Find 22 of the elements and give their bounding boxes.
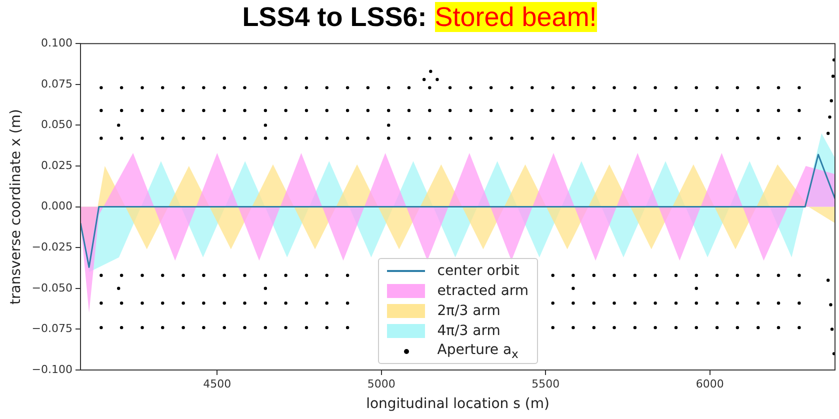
y-tick-label: 0.050 <box>41 118 73 132</box>
y-tick-label: 0.000 <box>41 200 73 213</box>
y-tick-label: 0.025 <box>41 158 73 172</box>
y-tick-label: 0.100 <box>41 36 73 50</box>
chart-title: LSS4 to LSS6: <box>242 2 427 32</box>
legend-label: 4π/3 arm <box>437 323 500 339</box>
y-tick-label: −0.050 <box>32 281 73 294</box>
y-axis-title: transverse coordinate x (m) <box>8 109 24 305</box>
chart-subtitle: Stored beam! <box>434 2 597 32</box>
x-tick-label: 5500 <box>532 377 560 390</box>
x-tick-label: 5000 <box>367 377 396 390</box>
x-tick-label: 6000 <box>696 377 724 390</box>
y-tick-label: −0.100 <box>32 362 73 376</box>
x-axis-title: longitudinal location s (m) <box>366 396 550 412</box>
legend-label: Aperture a$_{x}$ <box>437 342 518 360</box>
y-tick-label: −0.075 <box>32 322 73 336</box>
x-tick-label: 4500 <box>203 377 232 390</box>
legend-label: 2π/3 arm <box>437 303 500 319</box>
y-tick-label: −0.025 <box>32 240 73 254</box>
y-tick-label: 0.075 <box>41 77 73 90</box>
legend-label: center orbit <box>437 263 520 279</box>
legend-label: etracted arm <box>437 283 529 299</box>
